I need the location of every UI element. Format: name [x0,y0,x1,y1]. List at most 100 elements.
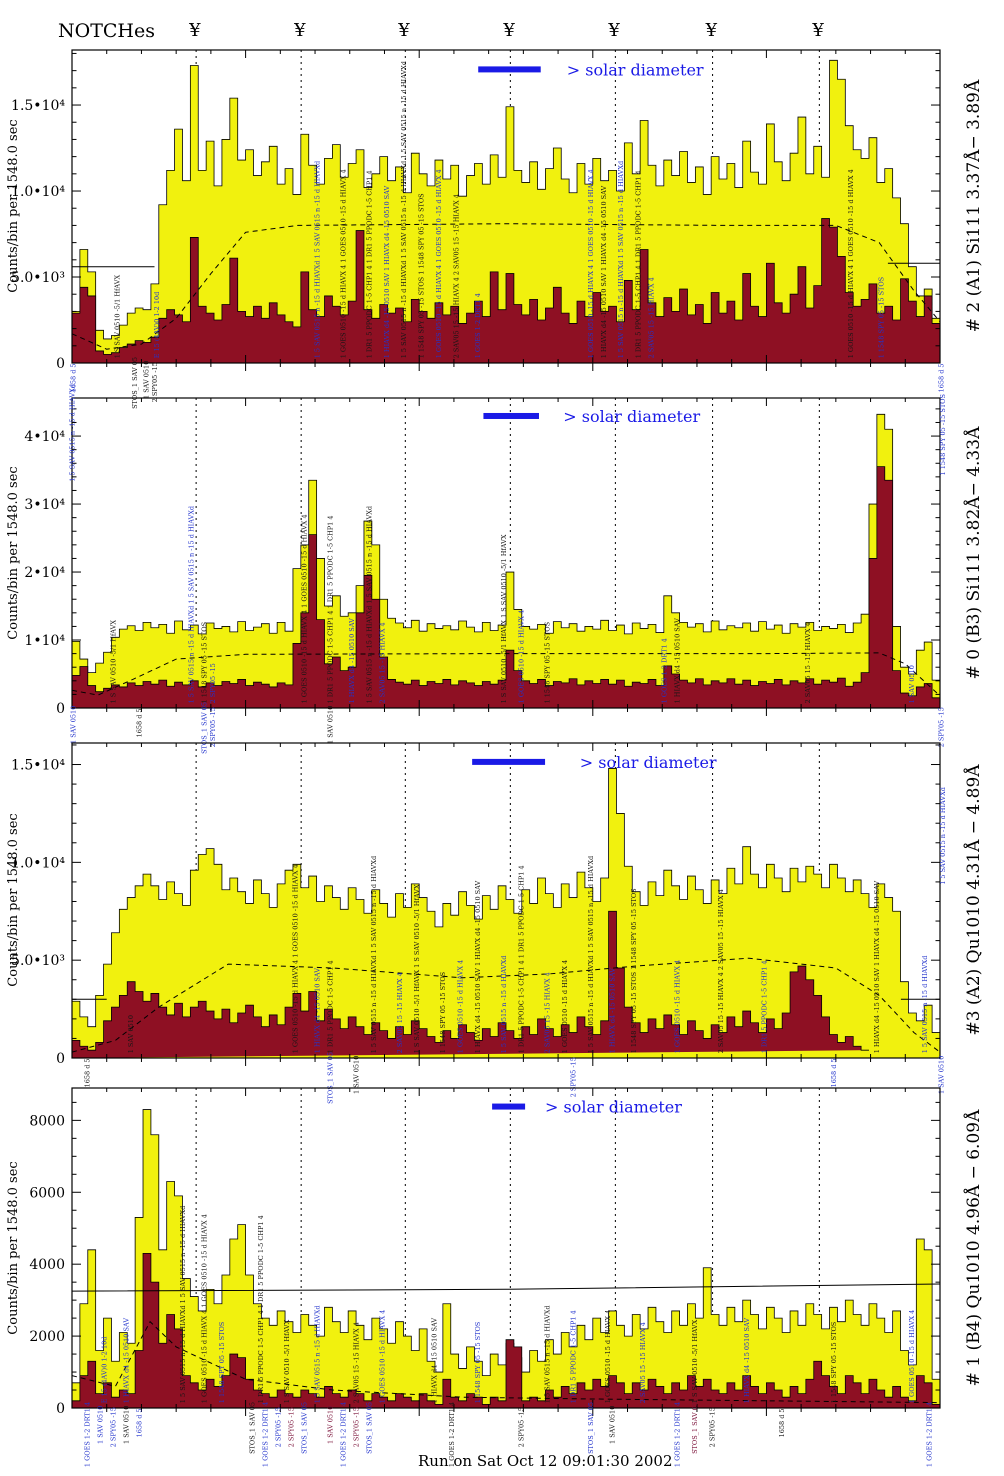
event-annotation: 1 S SAV 0510 -5/1 HfAVX 1 S SAV 0510 -5/… [413,884,421,1053]
notch-symbol: ¥ [503,20,515,41]
below-axis-annotation: 1 SAV 0510 [326,706,334,744]
event-annotation: 1 HIAVX d4 -15 0510 SAV 1 HIAVX d4 -15 0… [600,185,608,358]
event-annotation: 1 GOES 1-2 DRT1 4 [661,638,669,703]
event-annotation: 1 HIAVX d4 -15 0510 SAV [674,618,682,704]
solar-diameter-legend-bar [478,66,541,73]
event-annotation: 1 GOES 0510 -15 d HIAVX 4 1 GOES 0510 -1… [587,169,595,358]
event-annotation: 1 1548 SPY 05 -15 STOS [201,622,209,703]
below-axis-annotation: 1 GOES 1-2 DRT1 4 [339,1402,347,1467]
y-tick-label: 1.0•10⁴ [11,184,65,200]
y-tick-label: 5.0•10³ [11,953,65,969]
histogram-total [71,59,941,364]
y-tick-label: 3•10⁴ [24,497,65,513]
below-axis-annotation: STOS_1 SAV 05 [326,1052,334,1104]
event-annotation: 1 GOES 0510 -15 d HIAVX 4 [908,1310,916,1404]
event-annotation: 1 SAV 0510 [127,1015,135,1053]
y-tick-label: 2000 [29,1329,65,1345]
y-tick-label: 8000 [29,1113,65,1129]
y-tick-label: 0 [56,1401,65,1417]
envelope-dashed-curve [71,1320,941,1404]
panel-4-plot: 8000 6000 4000 2000 0 > solar diameter E 15 (4… [29,1087,941,1467]
event-annotation: 1 5 SAV 0515 n -15 d HIAVXd [939,787,947,885]
event-annotation: 1 GOES 0510 -15 d HIAVX 4 1 GOES 0510 -1… [339,169,347,358]
event-annotation: 1 1548 SPY 05 -15 STOS [543,622,551,703]
below-axis-annotation: 2 SPY05 -15 [287,1407,295,1447]
below-axis-annotation: 2 SPY05 -15 [517,1407,525,1447]
below-axis-annotation: STOS_1 SAV 05 [300,1402,308,1454]
event-annotation: 1 HIAVX d4 -15 0510 SAV [313,968,321,1054]
y-tick-label: 1.5•10⁴ [11,98,65,114]
below-axis-annotation: 1 SAV 0510 [70,706,78,744]
event-annotation: 1 S SAV 0510 -5/1 HfAVX [114,275,122,359]
event-annotation: 1 DR1 5 PPODC 1-5 CHP1 4 1 DR1 5 PPODC 1… [366,170,374,358]
event-annotation: 1 GOES 0510 -15 d HIAVX 4 1 GOES 0510 -1… [292,864,300,1053]
y-tick-label: 4000 [29,1257,65,1273]
event-annotation: 1 GOES 0510 -15 d HIAVX 4 [674,960,682,1054]
y-tick-label: 0 [56,1051,65,1067]
event-annotation: 1 1548 SPY 05 -15 STOS 1 1548 SPY 05 -15… [418,193,426,358]
solar-diameter-legend-label: > solar diameter [545,1098,682,1117]
event-annotation: 2 SAV05 15 -15 HIAVX 4 [543,972,551,1053]
event-annotation: 1 DR1 5 PPODC 1-5 CHP1 4 [760,960,768,1053]
below-axis-annotation: 1658 d 5 [830,1058,838,1087]
notch-symbol: ¥ [705,20,718,41]
y-axis-label-panel2: Counts/bin per 1548.0 sec [6,466,21,640]
event-annotation: 1 1548 SPY 05 -15 STOS [939,394,947,475]
solar-diameter-legend-bar [483,412,539,419]
event-annotation: 1 GOES 0510 -15 d HIAVX 4 1 GOES 0510 -1… [435,169,443,358]
below-axis-annotation: 2 SPY05 -15 [151,362,159,402]
event-annotation: 1 S SAV 0510 -5/1 HfAVX [691,1319,699,1403]
notch-symbol: ¥ [812,20,824,41]
event-annotation: 1 GOES 0510 -15 d HIAVX 4 [457,960,465,1054]
event-annotation: 1 5 SAV 0515 n -15 d HIAVXd 1 5 SAV 0515… [617,161,625,358]
y-tick-label: 2•10⁴ [24,565,65,581]
envelope-dashed-curve [71,652,941,697]
event-annotation: 1 1548 SPY 05 -15 STOS [474,1322,482,1403]
panel-1-plot: 1.5•10⁴ 1.0•10⁴ 5.0•10³ 0 > solar diameter 1 … [11,49,946,409]
event-annotation: 1 DR1 5 PPODC 1-5 CHP1 4 [326,960,334,1053]
envelope-dashed-curve [71,957,941,1053]
event-annotation: 1 DR1 5 PPODC 1-5 CHP1 4 1 DR1 5 PPODC 1… [257,1215,265,1403]
event-annotation: 1 S SAV 0510 -5/1 HfAVX 1 S SAV 0510 -5/… [500,534,508,703]
histogram-total [71,413,941,709]
event-annotation: 1 S SAV 0510 -5/1 HfAVX [283,1319,291,1403]
event-annotation: 1 HIAVX d4 -15 0510 SAV 1 HIAVX d4 -15 0… [873,880,881,1053]
event-annotation: 1 GOES 0510 -15 d HIAVX 4 [379,1310,387,1404]
below-axis-annotation: 1 GOES 1-2 DRT1 4 [925,1402,933,1467]
event-annotation: 1 HIAVX d4 -15 0510 SAV [743,1318,751,1404]
below-axis-annotation: 2 SPY05 -15 [938,707,946,747]
event-annotation: 1 DR1 5 PPODC 1-5 CHP1 4 1 DR1 5 PPODC 1… [635,170,643,358]
below-axis-annotation: STOS_1 SAV 05 [691,1402,699,1454]
event-annotation: 1 1548 SPY 05 -15 STOS [218,1322,226,1403]
panel2-right-label: # 0 (B3) Si111 3.82Å− 4.33Å [964,426,984,680]
below-axis-annotation: 2 SPY05 -15 [569,1057,577,1097]
chart-title: NOTCHes [58,20,155,42]
event-annotation: 2 SAV05 15 -15 HIAVX 4 [804,622,812,703]
event-annotation: E 15 (4AV)0 1-2 10d [153,292,161,359]
below-axis-annotation: 1658 d 5 [83,1058,91,1087]
y-tick-label: 1.0•10⁴ [11,855,65,871]
below-axis-annotation: 1 SAV 0510 [352,1056,360,1094]
event-annotation: 1 GOES 0510 -15 d HIAVX 4 [561,960,569,1054]
event-annotation: 1 GOES 1-2 DRT1 4 [474,293,482,358]
y-axis-label-panel4: Counts/bin per 1548.0 sec [6,1161,21,1335]
below-axis-annotation: 1 SAV 0510 [96,1406,104,1444]
event-annotation: 1 DR1 5 PPODC 1-5 CHP1 4 1 DR1 5 PPODC 1… [326,515,334,703]
event-annotation: 1 5 SAV 0515 n -15 d HIAVXd [921,956,929,1054]
event-annotation: 1 1548 SPY 05 -15 STOS [878,277,886,358]
event-annotation: 2 SAV05 15 -15 HIAVX 4 [648,277,656,358]
event-annotation: 1 1548 SPY 05 -15 STOS [439,972,447,1053]
below-axis-annotation: 2 SPY05 -15 [209,707,217,747]
histogram-background [71,1252,941,1409]
below-axis-annotation: 1658 d 5 [70,363,78,392]
event-annotation: 2 SAV05 15 -15 HIAVX 4 [396,972,404,1053]
histogram-background [71,910,869,1058]
below-axis-annotation: 2 SPY05 -15 [352,1407,360,1447]
event-annotation: 1 GOES 0510 -15 d HIAVX 4 1 GOES 0510 -1… [201,1214,209,1403]
event-annotation: 1 HIAVX d4 -15 0510 SAV [122,1318,130,1404]
histogram-background [71,218,941,364]
event-annotation: 1 HIAVX d4 -15 0510 SAV 1 HIAVX d4 -15 0… [383,185,391,358]
solar-diameter-legend-bar [492,1103,526,1110]
event-annotation: 1 HIAVX d4 -15 0510 SAV [431,1318,439,1404]
event-annotation: 2 SAV05 15 -15 HIAVX 4 [379,622,387,703]
